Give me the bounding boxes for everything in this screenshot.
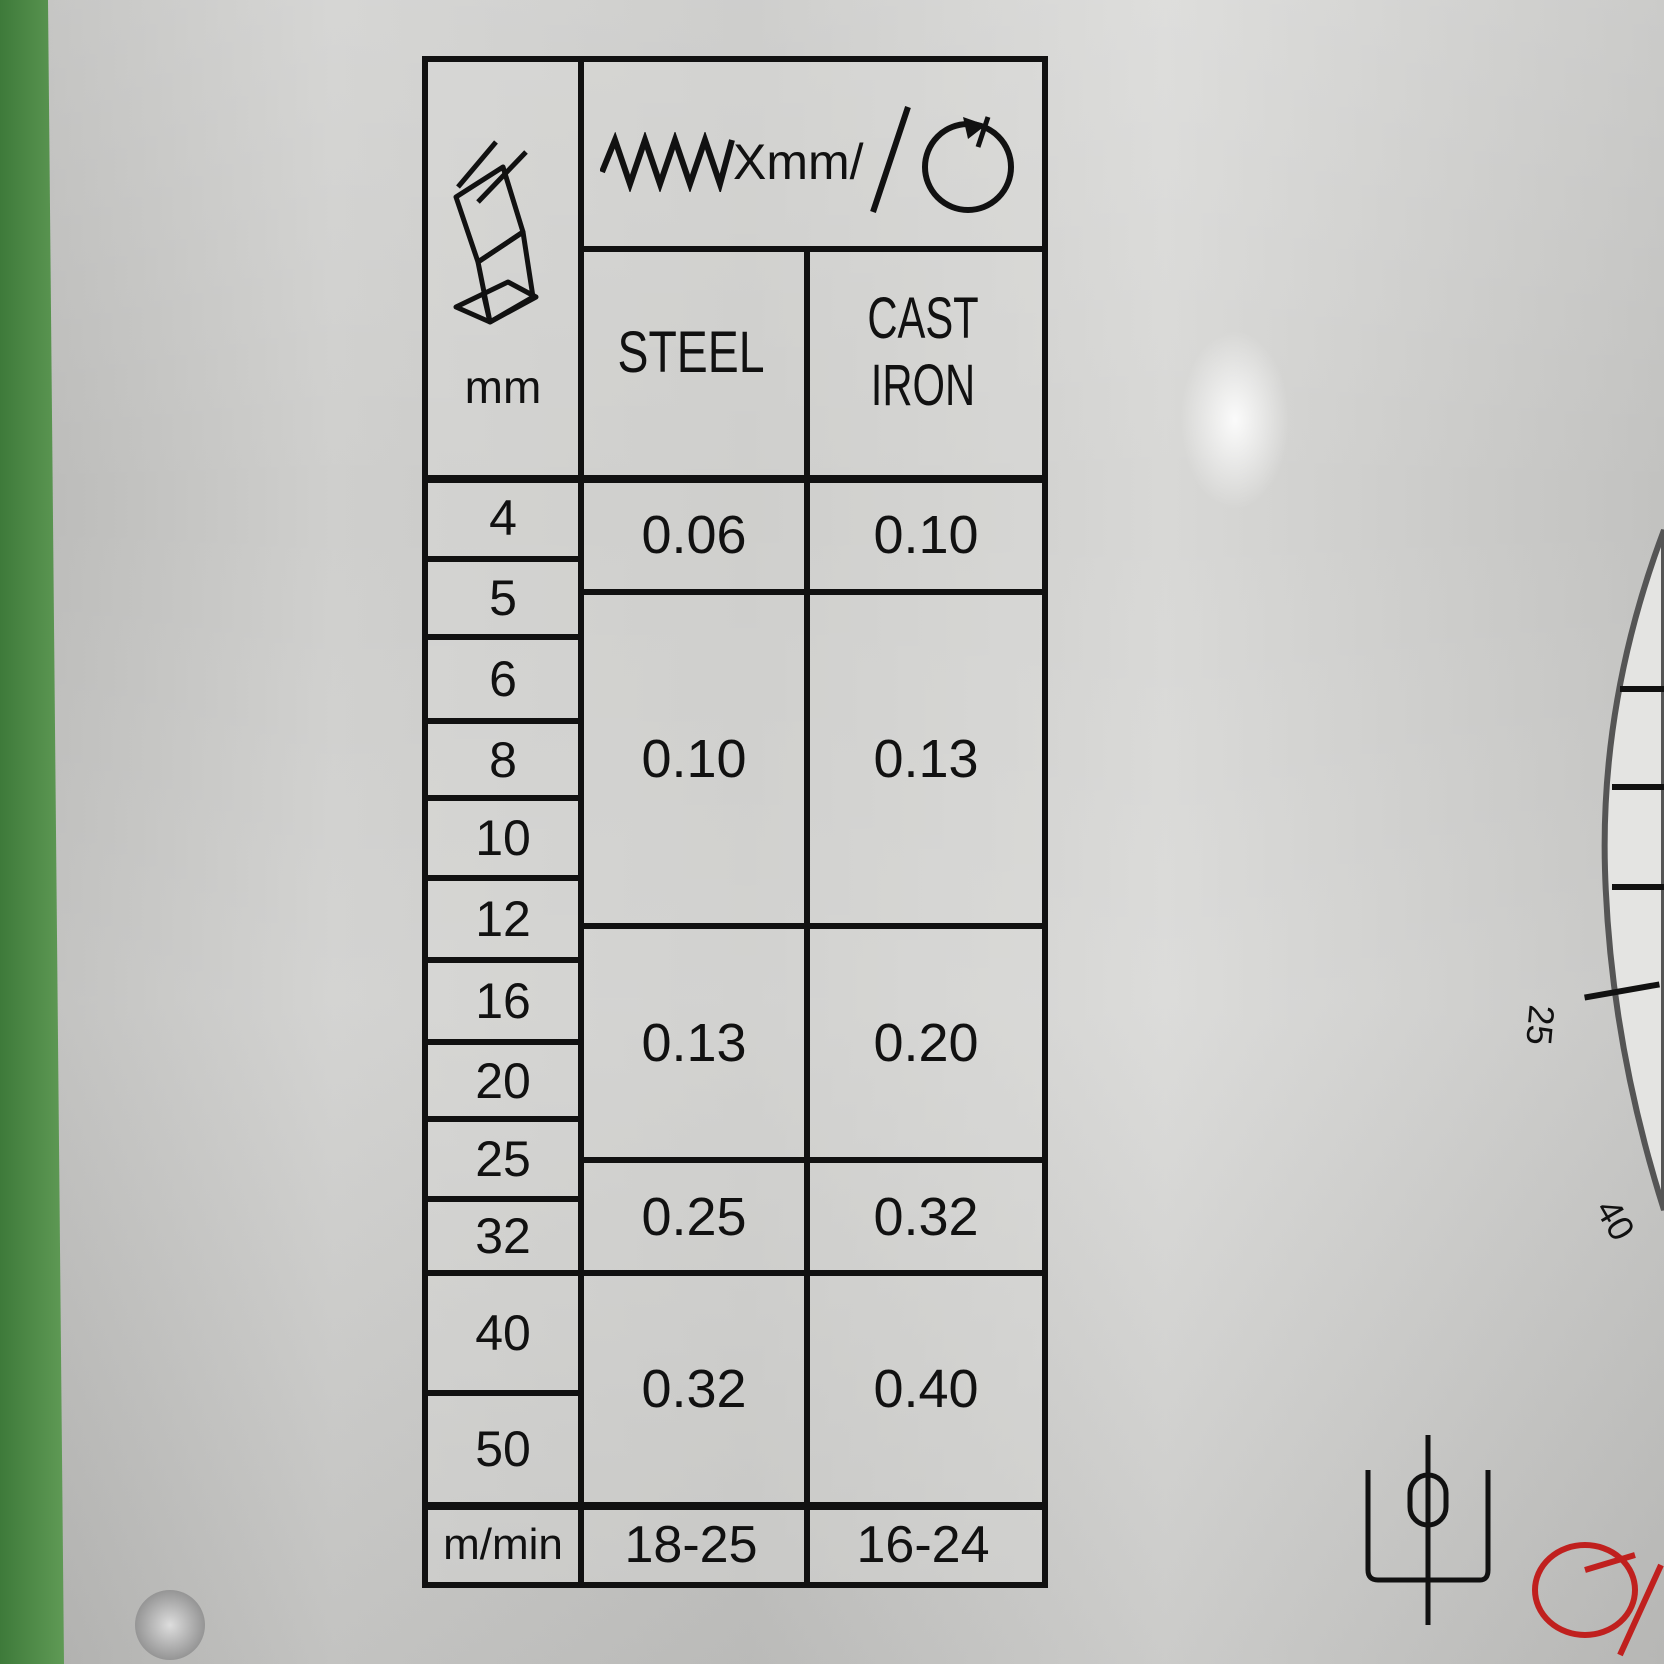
- table-divider: [428, 475, 1042, 483]
- diameter-cell: 6: [489, 651, 517, 707]
- feed-unit-label: Xmm/: [733, 134, 864, 190]
- revolution-icon: [870, 106, 1014, 213]
- column-header-cast-iron: CAST IRON: [867, 286, 979, 418]
- row-divider: [428, 1196, 578, 1202]
- column-header-steel: STEEL: [617, 319, 765, 385]
- diameter-cell: 16: [475, 973, 531, 1029]
- row-divider: [428, 875, 578, 881]
- footer-speed-unit: m/min: [443, 1520, 563, 1569]
- diameter-cell: 20: [475, 1052, 531, 1109]
- steel-feed-cell: 0.25: [641, 1186, 747, 1247]
- diameter-cell: 12: [475, 891, 531, 947]
- footer-cast-iron-speed: 16-24: [856, 1516, 990, 1574]
- drill-bit-icon: [453, 140, 539, 325]
- diameter-cell: 40: [475, 1305, 531, 1361]
- diameter-cell: 5: [489, 570, 517, 626]
- screw: [135, 1590, 205, 1660]
- steel-feed-cell: 0.10: [641, 729, 747, 789]
- dial-label-25: 25: [1518, 1003, 1563, 1047]
- table-divider: [578, 62, 584, 1582]
- row-divider: [428, 556, 578, 562]
- table-divider: [578, 246, 1042, 252]
- group-divider: [578, 1157, 1042, 1163]
- spindle-symbol-icon: [1365, 1435, 1491, 1625]
- row-divider: [428, 634, 578, 640]
- row-divider: [428, 718, 578, 724]
- row-divider: [428, 795, 578, 801]
- table-divider: [804, 246, 810, 1582]
- cast-iron-feed-cell: 0.32: [873, 1186, 979, 1247]
- diameter-cell: 10: [475, 810, 531, 866]
- diameter-cell: 25: [475, 1131, 531, 1187]
- dial-tick: [1612, 884, 1664, 890]
- row-divider: [428, 1116, 578, 1122]
- row-divider: [428, 1390, 578, 1396]
- group-divider: [578, 1270, 1042, 1276]
- red-revolution-icon: [1532, 1542, 1664, 1657]
- steel-feed-cell: 0.32: [641, 1358, 747, 1419]
- cast-iron-feed-cell: 0.40: [873, 1358, 979, 1419]
- diameter-cell: 50: [475, 1420, 531, 1477]
- cast-iron-feed-cell: 0.13: [873, 729, 979, 789]
- row-divider: [428, 1039, 578, 1045]
- diameter-cell: 8: [489, 731, 517, 788]
- diameter-unit-label: mm: [464, 361, 542, 413]
- steel-feed-cell: 0.13: [641, 1013, 747, 1073]
- row-divider: [428, 957, 578, 963]
- diameter-cell: 32: [475, 1208, 531, 1264]
- row-divider: [428, 1270, 578, 1276]
- diameter-cell: 4: [489, 490, 517, 546]
- dial-tick: [1612, 784, 1664, 790]
- dial-tick: [1620, 686, 1664, 692]
- cast-iron-feed-cell: 0.20: [873, 1013, 979, 1073]
- feed-zigzag-icon: [600, 132, 735, 192]
- feed-rate-table: mm Xmm/ STEEL CAST IRON m/min 18-25 16-2…: [422, 56, 1048, 1588]
- light-reflection: [1180, 330, 1290, 510]
- group-divider: [578, 923, 1042, 929]
- group-divider: [578, 589, 1042, 595]
- footer-steel-speed: 18-25: [624, 1516, 758, 1574]
- steel-feed-cell: 0.06: [641, 504, 747, 565]
- table-divider: [428, 1502, 1042, 1510]
- cast-iron-feed-cell: 0.10: [873, 504, 979, 565]
- depth-dial[interactable]: [1600, 520, 1664, 1220]
